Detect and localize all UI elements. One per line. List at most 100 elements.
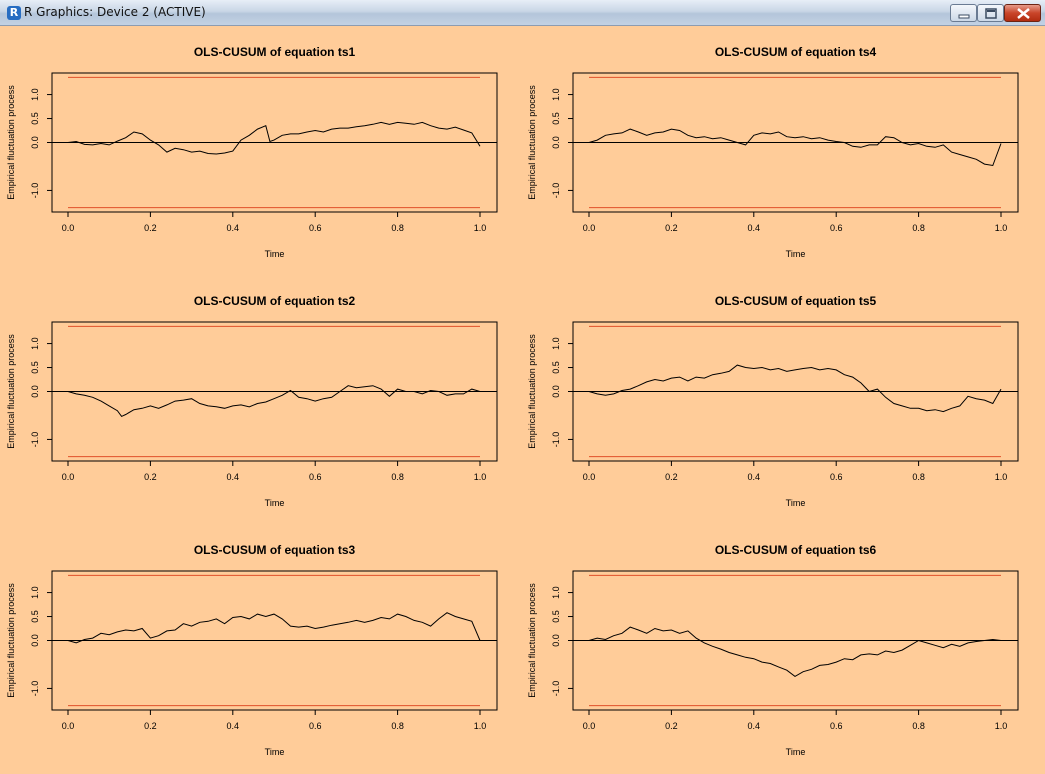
x-tick-label: 0.2 xyxy=(665,721,678,731)
x-tick-label: 1.0 xyxy=(995,472,1008,482)
y-tick-label: 0.5 xyxy=(551,610,561,623)
x-tick-label: 0.8 xyxy=(391,721,404,731)
y-tick-label: 0.0 xyxy=(30,634,40,647)
x-tick-label: 0.6 xyxy=(309,721,322,731)
x-tick-label: 0.8 xyxy=(391,223,404,233)
plot-title: OLS-CUSUM of equation ts2 xyxy=(194,294,356,308)
x-tick-label: 0.6 xyxy=(830,223,843,233)
y-axis-label: Empirical fluctuation process xyxy=(527,334,537,449)
y-tick-label: 0.5 xyxy=(551,361,561,374)
x-tick-label: 0.4 xyxy=(227,223,240,233)
x-tick-label: 0.4 xyxy=(227,472,240,482)
y-tick-label: -1.0 xyxy=(30,432,40,448)
y-tick-label: 1.0 xyxy=(30,88,40,101)
y-tick-label: -1.0 xyxy=(30,183,40,199)
plot-panel-ts6: OLS-CUSUM of equation ts6 0.0 0.2 0.4 0.6 0.8… xyxy=(527,543,1019,757)
y-tick-label: 0.5 xyxy=(30,361,40,374)
x-tick-label: 0.8 xyxy=(912,721,925,731)
y-tick-label: 1.0 xyxy=(551,586,561,599)
x-tick-label: 0.2 xyxy=(665,472,678,482)
x-axis-label: Time xyxy=(265,498,285,508)
x-tick-label: 0.6 xyxy=(309,223,322,233)
x-tick-label: 1.0 xyxy=(474,721,487,731)
y-axis-label: Empirical fluctuation process xyxy=(6,85,16,200)
x-tick-label: 0.0 xyxy=(62,223,75,233)
x-tick-label: 0.6 xyxy=(830,472,843,482)
y-tick-label: 0.0 xyxy=(30,136,40,149)
x-tick-label: 0.6 xyxy=(830,721,843,731)
y-axis-label: Empirical fluctuation process xyxy=(6,334,16,449)
y-tick-label: 0.0 xyxy=(30,385,40,398)
x-tick-label: 0.0 xyxy=(62,721,75,731)
y-tick-label: -1.0 xyxy=(30,681,40,697)
y-tick-label: -1.0 xyxy=(551,681,561,697)
x-tick-label: 0.4 xyxy=(748,223,761,233)
x-tick-label: 0.8 xyxy=(912,223,925,233)
plot-title: OLS-CUSUM of equation ts1 xyxy=(194,45,356,59)
x-tick-label: 1.0 xyxy=(995,721,1008,731)
y-tick-label: -1.0 xyxy=(551,183,561,199)
x-tick-label: 0.2 xyxy=(144,721,157,731)
plot-panel-ts3: OLS-CUSUM of equation ts3 0.0 0.2 0.4 0.6 0.8… xyxy=(6,543,498,757)
y-tick-label: 0.5 xyxy=(551,112,561,125)
plot-panel-ts4: OLS-CUSUM of equation ts4 0.0 0.2 0.4 0.6 0.8… xyxy=(527,45,1019,259)
y-tick-label: 0.5 xyxy=(30,112,40,125)
y-tick-label: -1.0 xyxy=(551,432,561,448)
x-tick-label: 0.8 xyxy=(912,472,925,482)
title-bar[interactable]: R R Graphics: Device 2 (ACTIVE) xyxy=(0,0,1045,26)
close-button[interactable] xyxy=(1004,4,1041,22)
y-axis-label: Empirical fluctuation process xyxy=(527,583,537,698)
fluctuation-process-line xyxy=(67,121,481,155)
r-logo-icon: R xyxy=(7,6,21,20)
fluctuation-process-line xyxy=(67,612,481,644)
x-tick-label: 0.0 xyxy=(583,721,596,731)
x-tick-label: 0.0 xyxy=(583,223,596,233)
y-tick-label: 1.0 xyxy=(551,337,561,350)
y-tick-label: 0.0 xyxy=(551,385,561,398)
x-axis-label: Time xyxy=(786,747,806,757)
maximize-icon xyxy=(985,8,997,19)
x-tick-label: 0.8 xyxy=(391,472,404,482)
x-tick-label: 0.2 xyxy=(144,223,157,233)
x-axis-label: Time xyxy=(265,249,285,259)
fluctuation-process-line xyxy=(588,128,1002,167)
x-axis-label: Time xyxy=(786,498,806,508)
x-tick-label: 1.0 xyxy=(474,223,487,233)
x-tick-label: 0.0 xyxy=(62,472,75,482)
x-axis-label: Time xyxy=(265,747,285,757)
plot-title: OLS-CUSUM of equation ts3 xyxy=(194,543,356,557)
x-tick-label: 0.4 xyxy=(748,721,761,731)
minimize-button[interactable] xyxy=(950,4,977,22)
plot-panel-ts1: OLS-CUSUM of equation ts1 0.0 0.2 0.4 0.6 0.8… xyxy=(6,45,498,259)
x-tick-label: 0.2 xyxy=(144,472,157,482)
plot-panel-ts2: OLS-CUSUM of equation ts2 0.0 0.2 0.4 0.6 0.8… xyxy=(6,294,498,508)
x-tick-label: 0.4 xyxy=(227,721,240,731)
x-tick-label: 0.0 xyxy=(583,472,596,482)
y-axis-label: Empirical fluctuation process xyxy=(6,583,16,698)
fluctuation-process-line xyxy=(588,364,1002,413)
x-tick-label: 0.2 xyxy=(665,223,678,233)
y-tick-label: 1.0 xyxy=(551,88,561,101)
plot-title: OLS-CUSUM of equation ts6 xyxy=(715,543,877,557)
close-icon xyxy=(1017,8,1030,19)
window-title: R Graphics: Device 2 (ACTIVE) xyxy=(24,5,206,19)
y-tick-label: 0.0 xyxy=(551,634,561,647)
minimize-icon xyxy=(958,14,970,19)
x-tick-label: 1.0 xyxy=(474,472,487,482)
y-tick-label: 1.0 xyxy=(30,586,40,599)
y-tick-label: 0.0 xyxy=(551,136,561,149)
x-tick-label: 0.6 xyxy=(309,472,322,482)
fluctuation-process-line xyxy=(588,626,1002,677)
x-axis-label: Time xyxy=(786,249,806,259)
y-axis-label: Empirical fluctuation process xyxy=(527,85,537,200)
plot-panel-ts5: OLS-CUSUM of equation ts5 0.0 0.2 0.4 0.6 0.8… xyxy=(527,294,1019,508)
y-tick-label: 0.5 xyxy=(30,610,40,623)
x-tick-label: 1.0 xyxy=(995,223,1008,233)
y-tick-label: 1.0 xyxy=(30,337,40,350)
maximize-button[interactable] xyxy=(977,4,1004,22)
fluctuation-process-line xyxy=(67,385,481,418)
x-tick-label: 0.4 xyxy=(748,472,761,482)
plot-title: OLS-CUSUM of equation ts4 xyxy=(715,45,877,59)
